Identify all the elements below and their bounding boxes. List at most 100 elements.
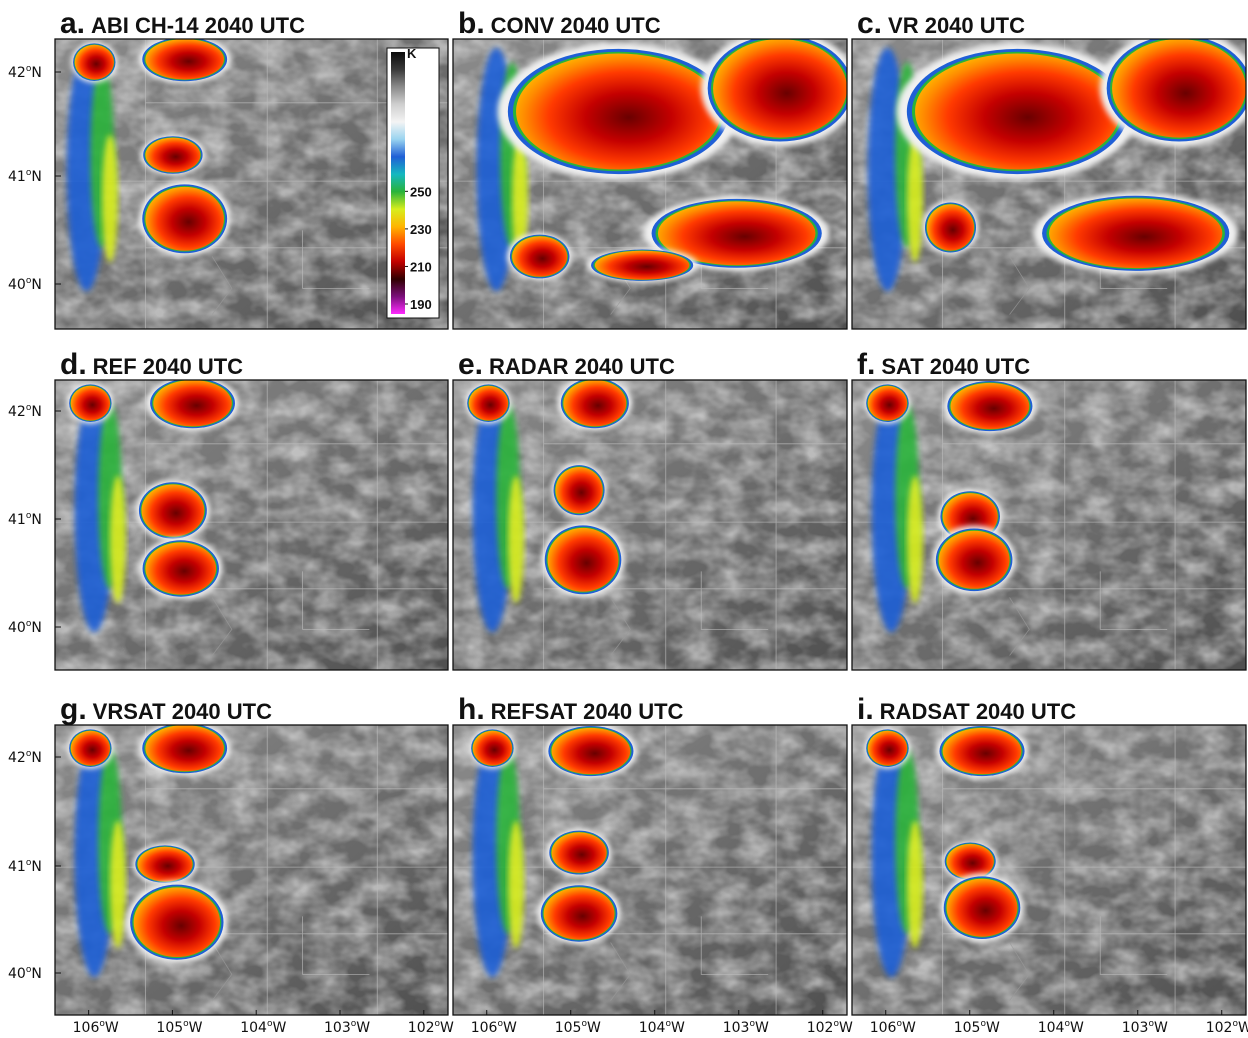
latitude-label: 42oN	[8, 403, 42, 420]
panel-title: g. VRSAT 2040 UTC	[60, 693, 272, 726]
longitude-label: 105oW	[954, 1019, 1000, 1036]
storm-cell	[942, 840, 999, 882]
storm-cell	[943, 380, 1037, 434]
storm-cell	[701, 39, 847, 147]
panel-title-text: RADSAT 2040 UTC	[880, 699, 1077, 724]
storm-cell	[67, 727, 114, 769]
storm-cell	[541, 522, 625, 598]
storm-cell	[125, 881, 228, 964]
panel-title: a. ABI CH-14 2040 UTC	[60, 7, 305, 40]
panel-frame	[54, 724, 449, 1016]
convective-band	[74, 733, 126, 978]
cloud-texture	[55, 39, 448, 329]
storm-cell	[71, 41, 118, 83]
storm-cell	[896, 43, 1139, 180]
longitude-label: 104oW	[240, 1019, 286, 1036]
longitude-label: 102oW	[807, 1019, 853, 1036]
longitude-label: 105oW	[555, 1019, 601, 1036]
storm-cell	[864, 727, 911, 769]
panels-group: a. ABI CH-14 2040 UTC b. CONV 2040 UTC c. VR …	[54, 7, 1247, 1016]
longitude-label: 105oW	[156, 1019, 202, 1036]
map-panel-radar: e. RADAR 2040 UTC	[452, 348, 848, 671]
panel-title-text: ABI CH-14 2040 UTC	[91, 13, 305, 38]
convective-band	[472, 733, 524, 978]
longitude-label: 104oW	[639, 1019, 685, 1036]
storm-cell	[140, 134, 206, 176]
storm-cell	[1033, 192, 1238, 275]
longitude-label: 106oW	[471, 1019, 517, 1036]
latitude-label: 40oN	[8, 276, 42, 293]
panel-frame	[452, 379, 848, 671]
panel-title: b. CONV 2040 UTC	[458, 7, 661, 40]
storm-cell	[643, 195, 830, 271]
state-county-lines	[453, 725, 847, 1015]
map-panel-radsat: i. RADSAT 2040 UTC	[851, 693, 1247, 1016]
panel-title: e. RADAR 2040 UTC	[458, 348, 675, 381]
map-panel-sat: f. SAT 2040 UTC	[851, 348, 1247, 671]
panel-title-text: CONV 2040 UTC	[491, 13, 661, 38]
colorbar-tick-label: 190	[410, 297, 432, 312]
panel-title: c. VR 2040 UTC	[857, 7, 1025, 40]
storm-cell	[551, 462, 607, 518]
latitude-label: 41oN	[8, 168, 42, 185]
storm-cell	[465, 382, 512, 424]
state-county-lines	[453, 380, 847, 670]
map-panel-conv: b. CONV 2040 UTC	[452, 7, 848, 330]
panel-title-text: VR 2040 UTC	[888, 13, 1025, 38]
longitude-axis: 106oW 105oW 104oW 103oW 102oW 106oW 105oW 104oW…	[73, 1010, 1248, 1036]
latitude-label: 40oN	[8, 965, 42, 982]
panel-title: i. RADSAT 2040 UTC	[857, 693, 1076, 726]
map-panel-obs: a. ABI CH-14 2040 UTC	[54, 7, 449, 330]
convective-band	[472, 388, 524, 633]
latitude-label: 40oN	[8, 619, 42, 636]
panel-title-text: REF 2040 UTC	[93, 354, 243, 379]
storm-cell	[507, 232, 573, 281]
storm-cell	[544, 725, 638, 779]
panel-letter: d.	[60, 348, 87, 381]
state-county-lines	[852, 725, 1246, 1015]
storm-cell	[546, 828, 612, 877]
storm-cell	[138, 725, 232, 776]
map-panel-vr: c. VR 2040 UTC	[851, 7, 1247, 330]
storm-cell	[469, 727, 516, 769]
map-panel-vrsat: g. VRSAT 2040 UTC	[54, 693, 449, 1016]
colorbar-scale	[391, 52, 405, 314]
panel-frame	[851, 38, 1247, 330]
panel-letter: c.	[857, 7, 882, 40]
panel-frame	[54, 38, 449, 330]
storm-cell	[138, 39, 232, 84]
storm-cell	[940, 873, 1024, 942]
latitude-label: 42oN	[8, 64, 42, 81]
storm-cell	[932, 525, 1016, 595]
panel-frame	[452, 38, 848, 330]
panel-letter: h.	[458, 693, 485, 726]
storm-cell	[135, 479, 210, 542]
colorbar-tick-label: 210	[410, 259, 432, 274]
panel-title-text: VRSAT 2040 UTC	[93, 699, 272, 724]
panel-title-text: SAT 2040 UTC	[881, 354, 1030, 379]
latitude-axis: 42oN 41oN 40oN 42oN 41oN 40oN 42oN 41oN 40oN	[8, 64, 61, 982]
longitude-label: 104oW	[1038, 1019, 1084, 1036]
storm-cell	[138, 181, 232, 257]
panel-letter: i.	[857, 693, 874, 726]
colorbar-unit: K	[407, 46, 417, 61]
panel-frame	[851, 379, 1247, 671]
latitude-label: 41oN	[8, 511, 42, 528]
storm-cell	[557, 380, 633, 431]
colorbar-tick-label: 250	[410, 184, 432, 199]
colorbar: K 250 230 210 190	[386, 46, 440, 319]
panel-title: d. REF 2040 UTC	[60, 348, 243, 381]
storm-cell	[864, 382, 911, 424]
panel-frame	[54, 379, 449, 671]
panel-letter: e.	[458, 348, 483, 381]
panel-letter: b.	[458, 7, 485, 40]
panel-letter: g.	[60, 693, 87, 726]
storm-cell	[139, 537, 223, 600]
longitude-label: 106oW	[73, 1019, 119, 1036]
longitude-label: 103oW	[324, 1019, 370, 1036]
convective-band	[74, 388, 126, 633]
convective-band	[66, 47, 118, 292]
colorbar-tick-label: 230	[410, 222, 432, 237]
storm-cell	[586, 248, 698, 283]
